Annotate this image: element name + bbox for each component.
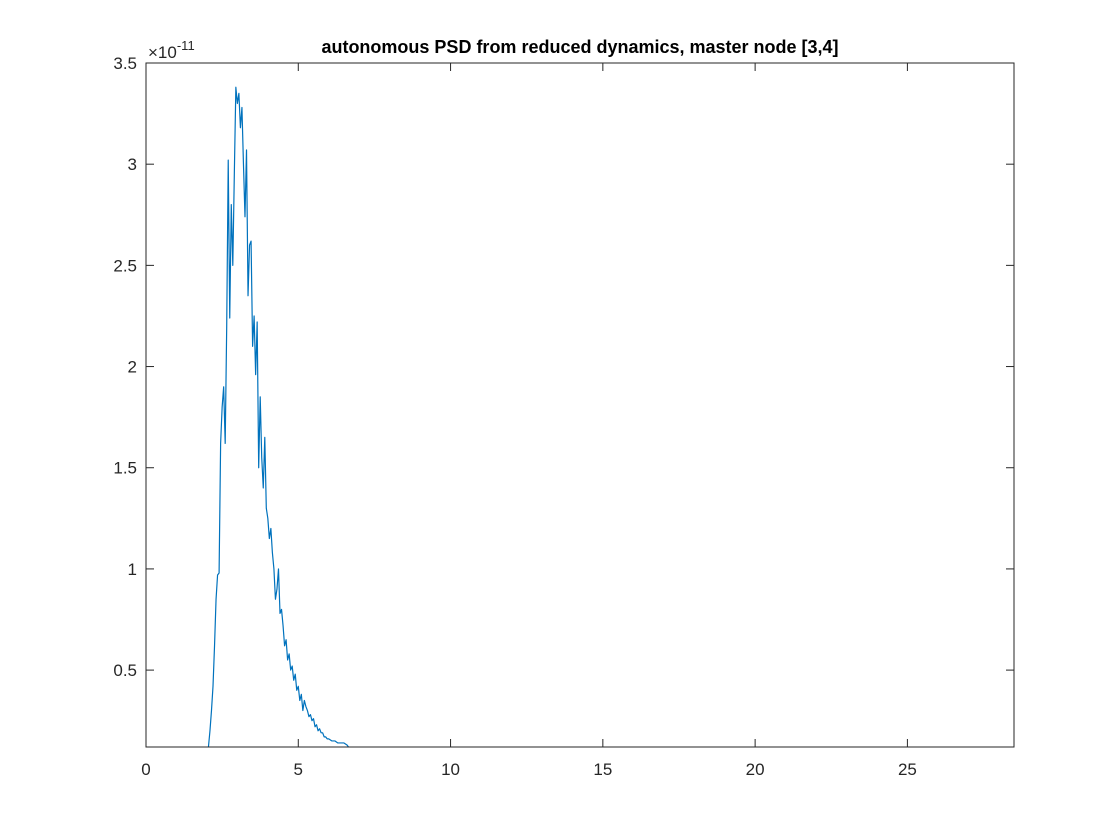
y-tick-label: 0.5 [113,661,137,680]
y-exponent-label: ×10-11 [148,38,195,62]
x-axis-ticks: 0 5 10 15 20 25 [141,63,917,779]
x-tick-label: 25 [898,760,917,779]
y-tick-label: 2.5 [113,256,137,275]
chart-title: autonomous PSD from reduced dynamics, ma… [321,37,838,57]
x-tick-label: 0 [141,760,150,779]
y-exponent-base: ×10 [148,43,177,62]
y-tick-label: 3 [128,155,137,174]
x-tick-label: 15 [593,760,612,779]
y-tick-label: 1 [128,560,137,579]
x-tick-label: 20 [746,760,765,779]
psd-series-line [207,86,350,748]
y-tick-label: 1.5 [113,459,137,478]
plot-area-background [146,63,1014,747]
y-exponent-power: -11 [177,38,195,53]
y-tick-label: 3.5 [113,54,137,73]
axes-box [145,62,1015,748]
x-tick-label: 5 [294,760,303,779]
y-tick-label: 2 [128,358,137,377]
x-tick-label: 10 [441,760,460,779]
y-axis-ticks: 0.5 1 1.5 2 2.5 3 3.5 [113,54,1014,680]
curve-layer [207,86,350,748]
